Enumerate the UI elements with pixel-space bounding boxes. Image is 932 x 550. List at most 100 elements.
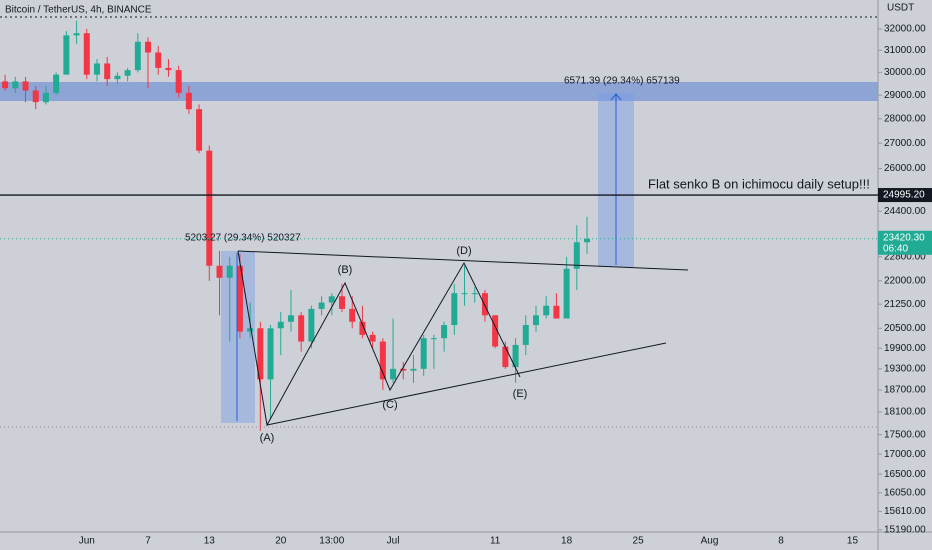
annotation-texts: 5203.27 (29.34%) 520327 6571.39 (29.34%)… — [185, 76, 870, 444]
price-line-badge — [878, 188, 932, 203]
candle-body — [522, 325, 529, 345]
candle-body — [451, 293, 458, 326]
x-tick-label: Aug — [701, 536, 719, 547]
y-tick-label: 19900.00 — [884, 343, 926, 354]
y-tick-label: 16050.00 — [884, 487, 926, 498]
candle-body — [339, 296, 346, 309]
candle-body — [287, 315, 294, 322]
wave-path — [237, 250, 521, 427]
candle-body — [155, 52, 162, 68]
y-tick-label: 22000.00 — [884, 275, 926, 286]
candle-body — [206, 150, 213, 266]
x-tick-label: 7 — [145, 536, 151, 547]
y-tick-label: 29000.00 — [884, 90, 926, 101]
y-tick-label: 32000.00 — [884, 24, 926, 35]
x-tick-label: 15 — [847, 536, 859, 547]
y-tick-label: 18700.00 — [884, 385, 926, 396]
y-tick-label: 21250.00 — [884, 299, 926, 310]
candle-body — [73, 33, 80, 36]
last-price-badge — [878, 230, 932, 255]
candle-body — [185, 92, 192, 110]
candle-body — [308, 308, 315, 342]
candle-body — [53, 74, 60, 93]
candle-body — [359, 321, 366, 335]
candle-body — [410, 368, 417, 371]
y-tick-label: 26000.00 — [884, 163, 926, 174]
x-tick-label: Jun — [79, 536, 95, 547]
x-tick-label: 13 — [204, 536, 216, 547]
x-tick-label: 20 — [275, 536, 287, 547]
candle-body — [124, 70, 131, 76]
measure-label: 6571.39 (29.34%) 657139 — [564, 76, 680, 87]
triangle-upper — [237, 250, 689, 271]
candle-body — [145, 41, 152, 53]
y-tick-label: 17500.00 — [884, 429, 926, 440]
candle-body — [277, 321, 284, 329]
candle-body — [2, 81, 9, 89]
wave-label: (C) — [382, 399, 397, 411]
setup-note: Flat senko B on ichimocu daily setup!!! — [648, 176, 870, 191]
candle-body — [563, 268, 570, 319]
candle-body — [400, 368, 407, 371]
arrow-head — [610, 93, 622, 101]
candle-body — [543, 305, 550, 316]
x-tick-label: 18 — [561, 536, 573, 547]
measure-label: 5203.27 (29.34%) 520327 — [185, 233, 301, 244]
candle-body — [12, 81, 19, 89]
candle-body — [461, 293, 468, 295]
candle-body — [481, 293, 488, 316]
candle-body — [553, 305, 560, 319]
wave-label: (D) — [456, 245, 471, 257]
y-tick-label: 30000.00 — [884, 67, 926, 78]
y-tick-label: 24400.00 — [884, 206, 926, 217]
candle-body — [226, 265, 233, 278]
candle-body — [318, 302, 325, 309]
candle-body — [32, 90, 39, 103]
candle-body — [492, 315, 499, 347]
x-tick-label: 11 — [490, 536, 501, 547]
candle-body — [379, 341, 386, 380]
y-tick-label: 17000.00 — [884, 449, 926, 460]
y-tick-label: 15190.00 — [884, 524, 926, 535]
candle-body — [134, 41, 141, 71]
y-tick-label: 31000.00 — [884, 45, 926, 56]
candle-body — [328, 296, 335, 303]
candle-body — [257, 328, 264, 380]
candle-body — [430, 338, 437, 340]
candle-body — [63, 35, 70, 75]
x-tick-label: 13:00 — [319, 536, 344, 547]
y-tick-label: 16500.00 — [884, 469, 926, 480]
candle-body — [390, 368, 397, 380]
candle-body — [267, 328, 274, 380]
candle-body — [196, 109, 203, 151]
y-tick-label: 20500.00 — [884, 323, 926, 334]
y-tick-label: 19300.00 — [884, 363, 926, 374]
last-price-label: 23420.30 — [883, 232, 925, 243]
candle-body — [441, 325, 448, 339]
y-tick-label: 28000.00 — [884, 113, 926, 124]
y-tick-label: 27000.00 — [884, 138, 926, 149]
wave-label: (E) — [513, 388, 528, 400]
x-tick-label: Jul — [387, 536, 400, 547]
candle-body — [114, 75, 121, 80]
y-tick-label: 18100.00 — [884, 407, 926, 418]
drawings — [236, 93, 689, 427]
candle-body — [584, 238, 591, 243]
y-tick-label: 22800.00 — [884, 251, 926, 262]
candle-body — [104, 63, 111, 80]
symbol-header: Bitcoin / TetherUS, 4h, BINANCE — [5, 5, 152, 16]
candle-body — [165, 67, 172, 71]
candle-body — [532, 315, 539, 326]
candle-body — [502, 346, 509, 368]
candle-body — [216, 265, 223, 278]
candle-body — [93, 63, 100, 75]
candle-body — [83, 33, 90, 75]
triangle-lower — [266, 342, 667, 426]
candle-body — [369, 334, 376, 342]
candle-body — [42, 92, 49, 103]
candle-body — [22, 81, 29, 91]
candle-body — [236, 265, 243, 332]
axes: 32000.00 31000.00 30000.00 29000.00 28000.00… — [79, 24, 926, 547]
candle-body — [573, 242, 580, 269]
